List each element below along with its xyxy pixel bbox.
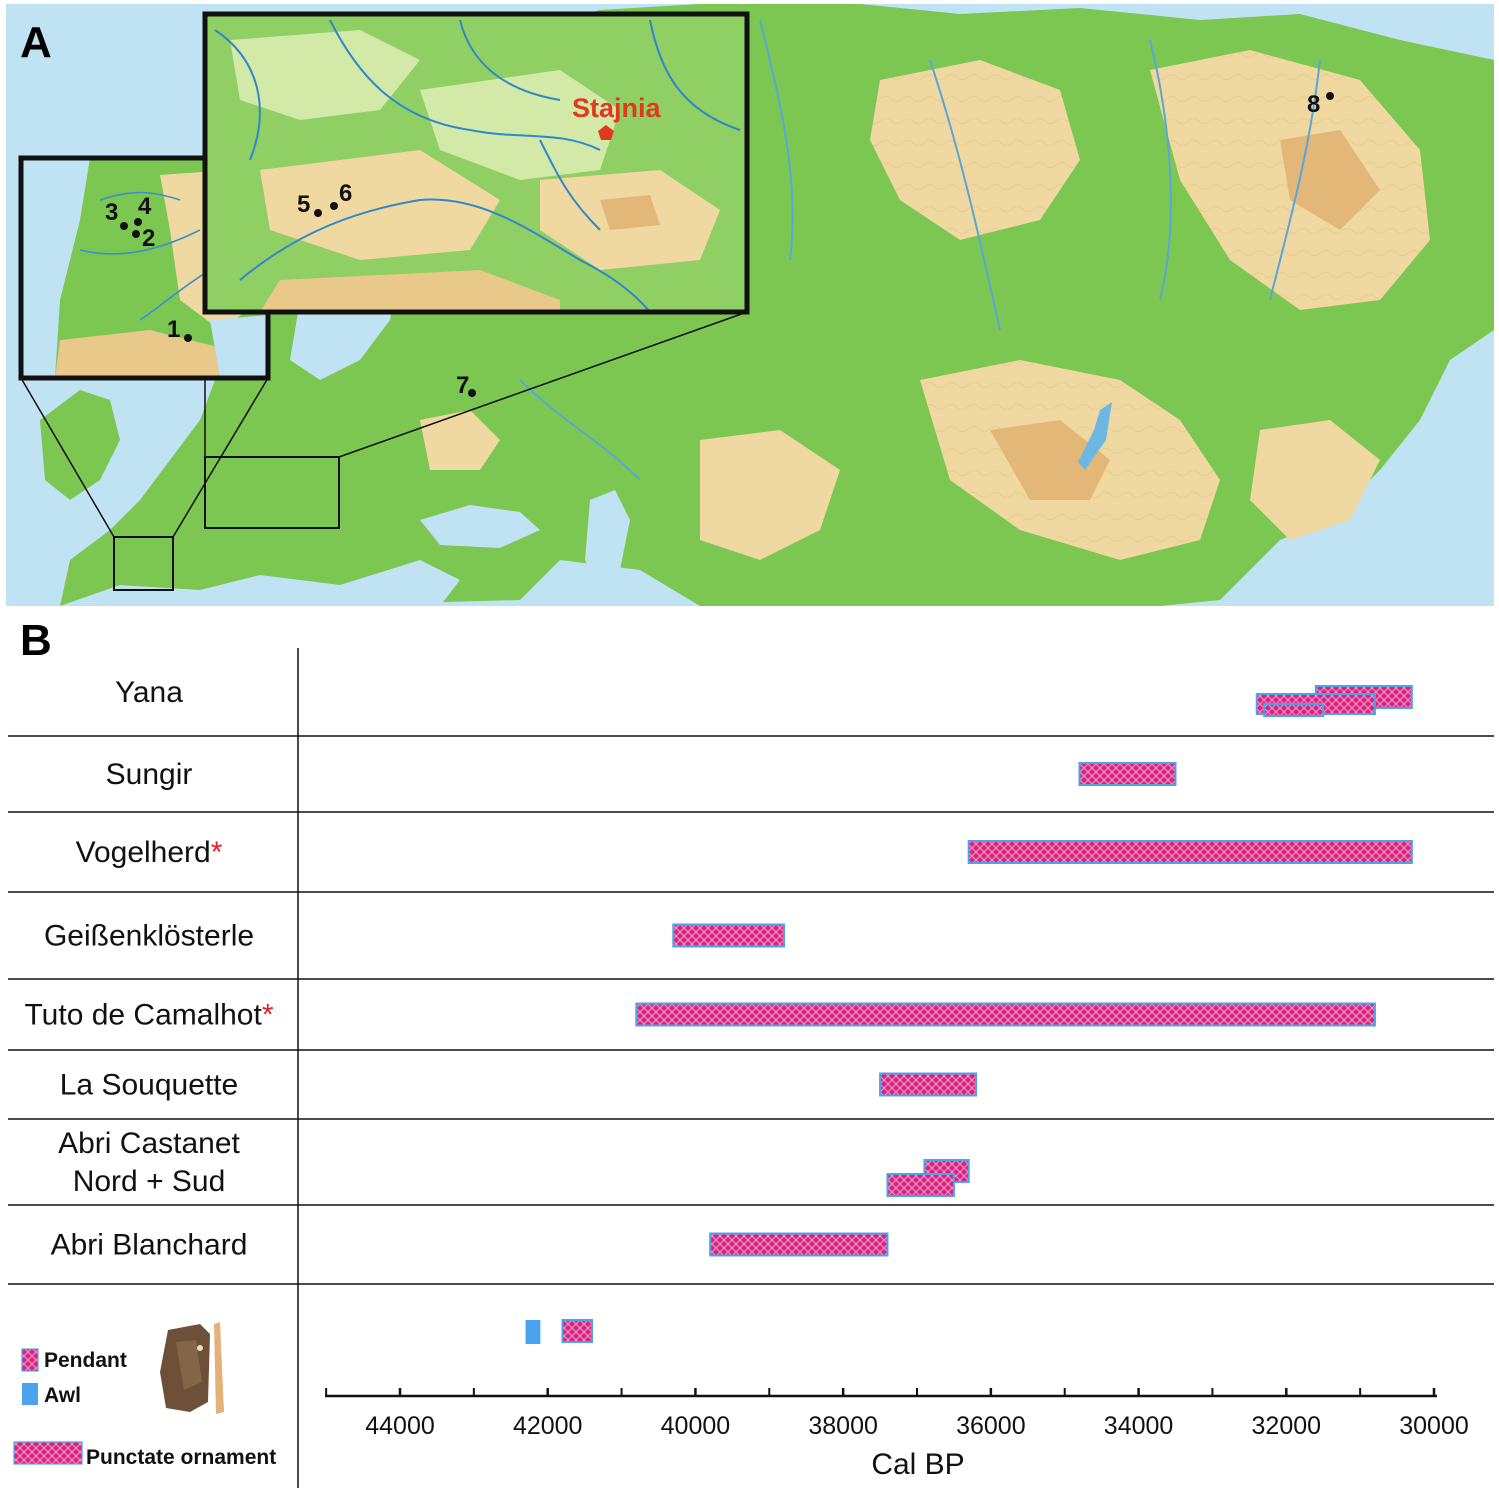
site-marker-3 <box>120 222 128 230</box>
row-labels: Yana Sungir Vogelherd* Geißenklösterle Tuto … <box>24 676 273 1262</box>
row-label: Vogelherd* <box>76 836 223 869</box>
site-label-1: 1 <box>167 316 180 343</box>
lake-baikal <box>1078 402 1112 470</box>
site-marker-4 <box>134 218 142 226</box>
inset-source-box-france <box>113 536 174 591</box>
x-tick-label: 30000 <box>1399 1412 1469 1440</box>
inset-poland <box>202 11 750 315</box>
legend-awl-label: Awl <box>44 1384 81 1407</box>
bar-punctate <box>672 923 786 948</box>
bars <box>525 685 1413 1344</box>
legend-punctate-swatch <box>13 1441 83 1465</box>
x-tick-label: 40000 <box>661 1412 731 1440</box>
row-label: Abri Castanet Nord + Sud <box>58 1127 240 1198</box>
legend-punctate-label: Punctate ornament <box>86 1446 276 1469</box>
bar-punctate <box>709 1232 889 1257</box>
row-label: Tuto de Camalhot* <box>24 999 273 1032</box>
inset-connector-lines <box>20 311 748 538</box>
stajnia-label: Stajnia <box>572 93 662 123</box>
site-marker-5 <box>314 209 322 217</box>
row-star: * <box>211 836 223 869</box>
bar-punctate <box>886 1173 955 1197</box>
row-label: Yana <box>115 676 183 709</box>
x-axis: 44000 42000 40000 38000 36000 34000 32000 30000 <box>325 1388 1469 1440</box>
bar-punctate <box>635 1002 1376 1027</box>
bar-awl <box>525 1320 541 1344</box>
timeline-chart: B Yana Sungir Vogelherd* Geißenklösterle Tut… <box>8 616 1494 1488</box>
bar-punctate <box>967 840 1413 864</box>
x-tick-label: 34000 <box>1104 1412 1174 1440</box>
site-label-3: 3 <box>105 199 118 226</box>
map-panel: 1 2 3 4 5 6 7 8 Stajnia A <box>6 4 1494 606</box>
site-marker-1 <box>184 334 192 342</box>
site-marker-6 <box>330 202 338 210</box>
row-label: Abri Blanchard <box>51 1229 248 1262</box>
site-number-labels: 1 2 3 4 5 6 7 8 <box>105 91 1320 399</box>
bar-pendant <box>561 1319 594 1343</box>
artefact-photo <box>160 1322 224 1414</box>
legend-pendant-swatch <box>21 1348 39 1372</box>
legend-awl-swatch <box>22 1383 38 1405</box>
x-tick-label: 36000 <box>956 1412 1026 1440</box>
x-tick-label: 42000 <box>513 1412 583 1440</box>
site-marker-7 <box>468 389 476 397</box>
x-tick-label: 32000 <box>1252 1412 1322 1440</box>
bar-punctate <box>879 1072 978 1097</box>
legend-pendant-label: Pendant <box>44 1349 127 1372</box>
x-axis-title: Cal BP <box>871 1448 964 1481</box>
landmass-british-isles <box>40 390 120 500</box>
site-label-8: 8 <box>1307 91 1320 118</box>
panel-letter-b: B <box>20 616 52 665</box>
legend: Pendant Awl Punctate ornament <box>13 1322 276 1469</box>
row-dividers <box>8 735 1494 1285</box>
site-marker-8 <box>1326 92 1334 100</box>
row-label: La Souquette <box>60 1069 239 1102</box>
site-label-4: 4 <box>138 193 152 220</box>
row-star: * <box>262 999 274 1032</box>
bar-punctate <box>1078 762 1177 786</box>
bar-punctate <box>1263 703 1325 717</box>
panel-letter-a: A <box>20 18 52 67</box>
x-tick-label: 44000 <box>365 1412 435 1440</box>
x-tick-label: 38000 <box>808 1412 878 1440</box>
stajnia-marker-pentagon <box>598 125 614 140</box>
caspian-sea <box>585 490 630 590</box>
row-label: Geißenklösterle <box>44 920 254 953</box>
inset-source-box-poland <box>204 456 340 529</box>
site-label-7: 7 <box>456 372 469 399</box>
mediterranean-sea <box>60 560 460 606</box>
site-marker-2 <box>132 230 140 238</box>
rivers <box>519 19 1321 481</box>
row-label: Sungir <box>106 758 193 791</box>
site-label-5: 5 <box>297 191 310 218</box>
site-label-6: 6 <box>339 180 352 207</box>
site-label-2: 2 <box>142 225 155 252</box>
black-sea <box>420 505 540 548</box>
site-markers <box>120 92 1334 397</box>
